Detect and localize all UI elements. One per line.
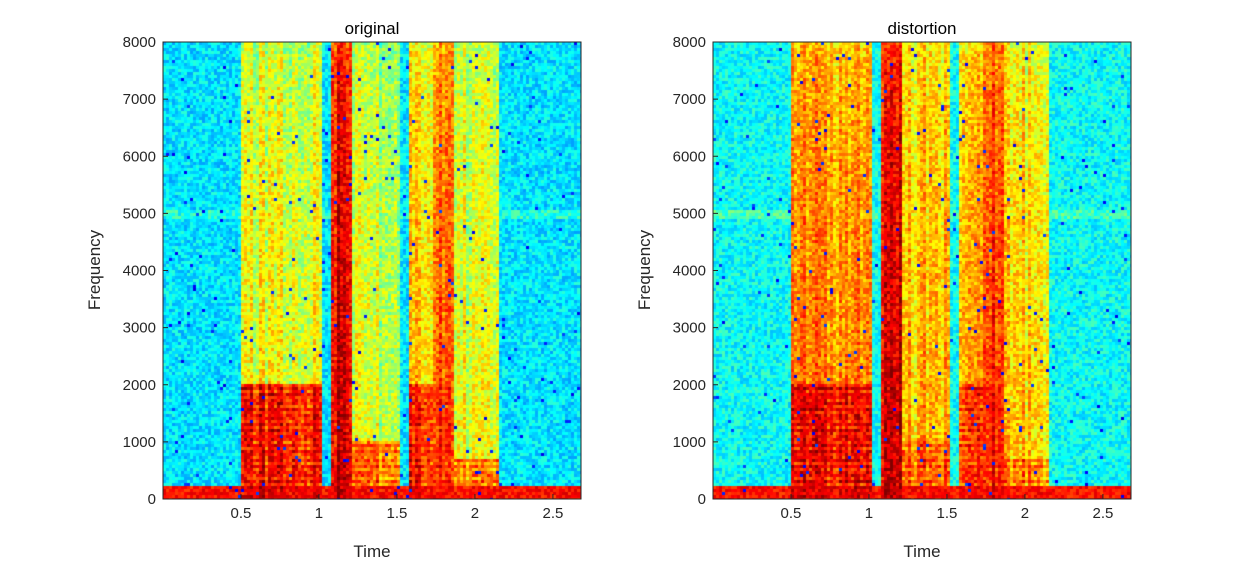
y-tick-label: 8000 xyxy=(673,34,706,51)
x-tick-label: 2.5 xyxy=(542,505,563,522)
x-tick-label: 1.5 xyxy=(387,505,408,522)
spectrogram-plot-area xyxy=(713,42,1131,499)
spectrogram-image xyxy=(713,42,1131,499)
spectrogram-image xyxy=(163,42,581,499)
x-tick-label: 1 xyxy=(315,505,323,522)
y-tick-label: 8000 xyxy=(123,34,156,51)
y-axis-label: Frequency xyxy=(85,229,104,310)
x-tick-label: 2 xyxy=(1021,505,1029,522)
y-tick-label: 5000 xyxy=(123,205,156,222)
x-tick-label: 0.5 xyxy=(231,505,252,522)
panel-distortion: distortion 0.5 1 1.5 2 2.5 0 1000 2000 3000 4000 5… xyxy=(635,19,1132,561)
y-tick-label: 0 xyxy=(148,491,156,508)
panel-original: original 0.5 1 1.5 2 2.5 0 1000 2000 3000 4000 500… xyxy=(85,19,582,561)
y-tick-label: 2000 xyxy=(123,377,156,394)
y-axis-label: Frequency xyxy=(635,229,654,310)
x-tick-label: 2 xyxy=(471,505,479,522)
y-tick-label: 1000 xyxy=(123,434,156,451)
y-tick-label: 7000 xyxy=(123,91,156,108)
chart-title: distortion xyxy=(888,19,957,38)
x-tick-label: 1.5 xyxy=(937,505,958,522)
x-axis-label: Time xyxy=(353,542,390,561)
x-tick-label: 2.5 xyxy=(1092,505,1113,522)
y-tick-label: 2000 xyxy=(673,377,706,394)
spectrogram-plot-area xyxy=(163,42,581,499)
y-tick-label: 1000 xyxy=(673,434,706,451)
chart-title: original xyxy=(345,19,400,38)
x-axis-label: Time xyxy=(903,542,940,561)
y-tick-label: 4000 xyxy=(123,263,156,280)
y-tick-label: 3000 xyxy=(123,320,156,337)
x-tick-label: 1 xyxy=(865,505,873,522)
y-tick-label: 5000 xyxy=(673,205,706,222)
y-tick-label: 6000 xyxy=(673,148,706,165)
y-tick-label: 0 xyxy=(698,491,706,508)
y-tick-label: 7000 xyxy=(673,91,706,108)
y-tick-label: 6000 xyxy=(123,148,156,165)
y-tick-label: 3000 xyxy=(673,320,706,337)
x-tick-label: 0.5 xyxy=(781,505,802,522)
y-tick-label: 4000 xyxy=(673,263,706,280)
